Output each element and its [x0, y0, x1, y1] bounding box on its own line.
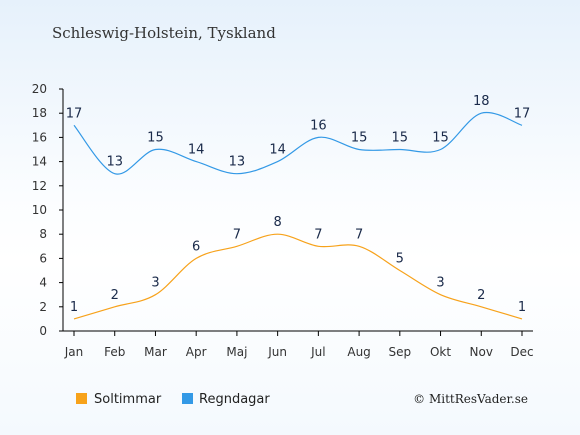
- data-label-regndagar: 17: [514, 106, 531, 121]
- data-label-soltimmar: 7: [355, 227, 363, 242]
- data-label-soltimmar: 2: [477, 288, 485, 303]
- data-label-regndagar: 15: [351, 131, 368, 146]
- y-tick-label: 14: [32, 155, 47, 169]
- legend-swatch-soltimmar: [76, 393, 87, 404]
- data-label-regndagar: 15: [147, 131, 164, 146]
- data-label-soltimmar: 2: [111, 288, 119, 303]
- x-tick-label: Maj: [226, 345, 247, 359]
- y-tick-label: 20: [32, 82, 47, 96]
- y-tick-label: 8: [39, 227, 47, 241]
- x-tick-label: Jun: [267, 345, 287, 359]
- data-label-soltimmar: 1: [518, 300, 526, 315]
- y-tick-label: 6: [39, 251, 47, 265]
- x-tick-label: Dec: [510, 345, 533, 359]
- y-tick-label: 0: [39, 324, 47, 338]
- x-tick-label: Sep: [389, 345, 412, 359]
- y-tick-label: 2: [39, 300, 47, 314]
- data-label-regndagar: 17: [66, 106, 83, 121]
- x-tick-label: Jul: [310, 345, 325, 359]
- y-tick-label: 18: [32, 106, 47, 120]
- x-tick-label: Apr: [186, 345, 207, 359]
- data-label-regndagar: 13: [106, 155, 123, 170]
- data-label-regndagar: 15: [392, 131, 409, 146]
- data-label-soltimmar: 1: [70, 300, 78, 315]
- data-label-soltimmar: 7: [233, 227, 241, 242]
- x-tick-label: Jan: [64, 345, 84, 359]
- data-label-soltimmar: 3: [151, 276, 159, 291]
- legend-label-soltimmar: Soltimmar: [94, 392, 162, 407]
- data-label-regndagar: 16: [310, 118, 327, 133]
- data-label-regndagar: 14: [188, 143, 205, 158]
- y-tick-label: 10: [32, 203, 47, 217]
- data-label-regndagar: 18: [473, 94, 490, 109]
- chart-title: Schleswig-Holstein, Tyskland: [52, 24, 276, 42]
- data-label-regndagar: 13: [229, 155, 246, 170]
- data-label-soltimmar: 5: [396, 252, 404, 267]
- legend-swatch-regndagar: [182, 393, 193, 404]
- data-label-soltimmar: 3: [436, 276, 444, 291]
- x-tick-label: Aug: [347, 345, 370, 359]
- y-tick-label: 16: [32, 130, 47, 144]
- data-label-regndagar: 14: [269, 143, 286, 158]
- data-label-soltimmar: 8: [273, 215, 281, 230]
- data-label-soltimmar: 6: [192, 239, 200, 254]
- data-label-soltimmar: 7: [314, 227, 322, 242]
- legend-label-regndagar: Regndagar: [199, 392, 270, 407]
- data-label-regndagar: 15: [432, 131, 449, 146]
- credit-text: © MittResVader.se: [413, 392, 528, 406]
- y-tick-label: 4: [39, 276, 47, 290]
- x-tick-label: Nov: [470, 345, 493, 359]
- x-tick-label: Okt: [430, 345, 451, 359]
- legend: Soltimmar Regndagar: [76, 392, 270, 407]
- series-line-soltimmar: [73, 233, 523, 320]
- y-tick-label: 12: [32, 179, 47, 193]
- series-line-regndagar: [73, 111, 523, 175]
- x-tick-label: Mar: [144, 345, 167, 359]
- x-tick-label: Feb: [104, 345, 125, 359]
